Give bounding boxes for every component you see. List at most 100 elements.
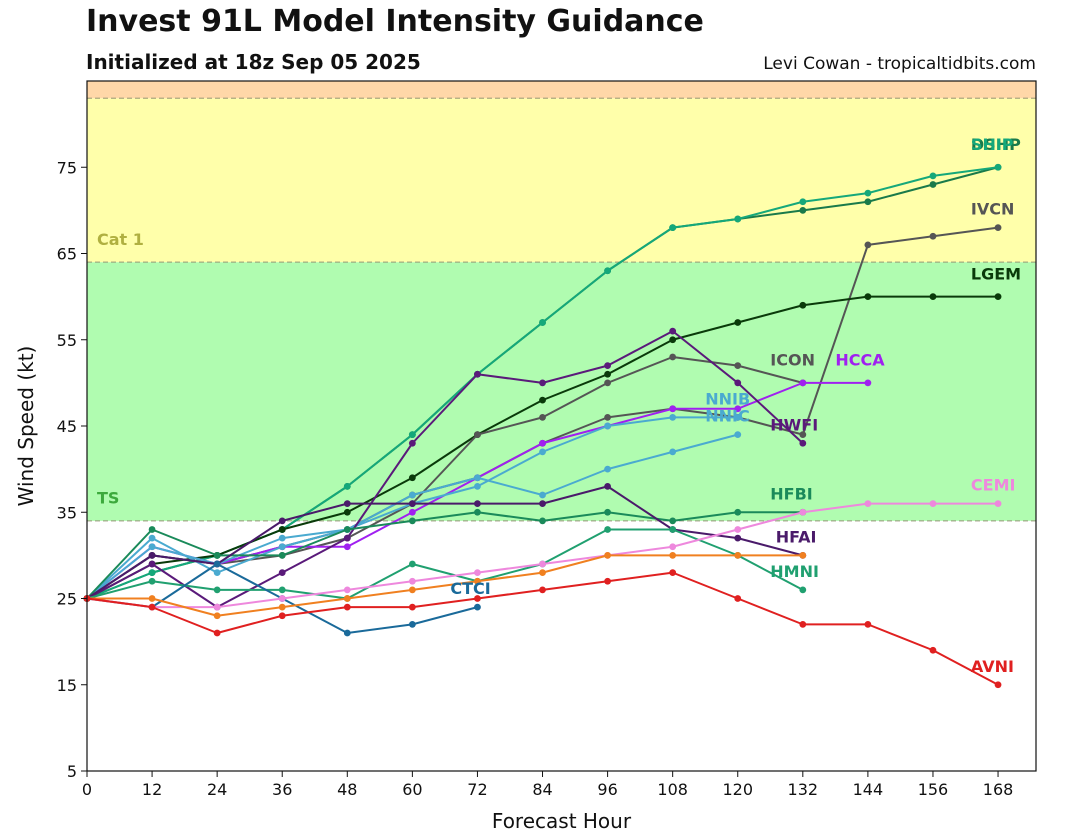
data-point bbox=[343, 500, 351, 508]
data-point bbox=[408, 500, 416, 508]
series-label-hfai: HFAI bbox=[776, 527, 817, 546]
data-point bbox=[474, 595, 481, 602]
data-point bbox=[213, 569, 221, 577]
band-3 bbox=[87, 81, 1036, 99]
data-point bbox=[213, 612, 221, 620]
y-tick-label: 45 bbox=[57, 417, 77, 436]
data-point bbox=[799, 586, 807, 594]
x-tick-label: 72 bbox=[467, 780, 487, 799]
data-point bbox=[539, 560, 546, 568]
data-point bbox=[929, 646, 937, 654]
data-point bbox=[604, 267, 611, 275]
series-label-cemi: CEMI bbox=[971, 476, 1016, 495]
data-point bbox=[864, 293, 872, 301]
x-tick-label: 108 bbox=[657, 780, 688, 799]
data-point bbox=[278, 517, 286, 525]
data-point bbox=[408, 508, 416, 516]
x-tick-label: 144 bbox=[853, 780, 884, 799]
data-point bbox=[669, 517, 677, 525]
data-point bbox=[148, 526, 156, 533]
series-label-ctci: CTCI bbox=[450, 579, 490, 598]
data-point bbox=[669, 327, 677, 335]
series-line-hfai bbox=[86, 485, 804, 600]
chart-credit: Levi Cowan - tropicaltidbits.com bbox=[763, 54, 1036, 74]
data-point bbox=[929, 500, 937, 508]
data-point bbox=[278, 612, 286, 620]
data-point bbox=[994, 500, 1002, 508]
data-point bbox=[864, 241, 872, 249]
series-label-icon: ICON bbox=[770, 351, 815, 370]
x-tick-label: 24 bbox=[207, 780, 227, 799]
data-point bbox=[213, 551, 221, 559]
data-point bbox=[343, 534, 351, 542]
data-point bbox=[148, 603, 156, 611]
data-point bbox=[734, 595, 742, 602]
data-point bbox=[474, 603, 481, 611]
chart-subtitle: Initialized at 18z Sep 05 2025 bbox=[86, 50, 421, 74]
data-point bbox=[604, 379, 611, 387]
data-point bbox=[734, 413, 742, 421]
x-tick-label: 168 bbox=[983, 780, 1014, 799]
data-point bbox=[734, 534, 742, 542]
x-tick-label: 60 bbox=[402, 780, 422, 799]
data-point bbox=[799, 198, 807, 206]
data-point bbox=[929, 293, 937, 301]
data-point bbox=[474, 431, 481, 439]
data-point bbox=[669, 526, 677, 533]
data-point bbox=[669, 336, 677, 344]
data-point bbox=[604, 551, 611, 559]
data-point bbox=[408, 620, 416, 628]
band-1 bbox=[87, 262, 1036, 521]
data-point bbox=[604, 465, 611, 473]
data-point bbox=[408, 431, 416, 439]
data-point bbox=[669, 413, 677, 421]
data-point bbox=[539, 586, 546, 594]
x-tick-label: 96 bbox=[597, 780, 617, 799]
data-point bbox=[734, 319, 742, 326]
data-point bbox=[343, 482, 351, 490]
data-point bbox=[343, 629, 351, 637]
chart-title: Invest 91L Model Intensity Guidance bbox=[86, 4, 704, 39]
data-point bbox=[474, 508, 481, 516]
data-point bbox=[408, 439, 416, 447]
data-point bbox=[734, 215, 742, 223]
x-tick-label: 36 bbox=[272, 780, 292, 799]
data-point bbox=[278, 526, 286, 533]
data-point bbox=[278, 534, 286, 542]
band-2 bbox=[87, 98, 1036, 263]
data-point bbox=[734, 551, 742, 559]
x-tick-label: 84 bbox=[532, 780, 552, 799]
data-point bbox=[408, 586, 416, 594]
data-point bbox=[799, 551, 807, 559]
data-point bbox=[148, 560, 156, 568]
data-point bbox=[539, 491, 546, 499]
data-point bbox=[929, 172, 937, 180]
y-tick-label: 35 bbox=[57, 503, 77, 522]
data-point bbox=[408, 577, 416, 585]
band-label-1: TS bbox=[97, 489, 119, 508]
data-point bbox=[474, 474, 481, 482]
data-point bbox=[539, 569, 546, 577]
data-point bbox=[278, 569, 286, 577]
x-tick-label: 48 bbox=[337, 780, 357, 799]
data-point bbox=[669, 224, 677, 232]
data-point bbox=[539, 517, 546, 525]
data-point bbox=[604, 413, 611, 421]
y-tick-label: 55 bbox=[57, 331, 77, 350]
y-tick-label: 5 bbox=[67, 762, 77, 781]
data-point bbox=[539, 448, 546, 456]
data-point bbox=[734, 379, 742, 387]
data-point bbox=[864, 500, 872, 508]
data-point bbox=[278, 586, 286, 594]
data-point bbox=[148, 577, 156, 585]
data-point bbox=[734, 405, 742, 413]
data-point bbox=[343, 508, 351, 516]
data-point bbox=[343, 595, 351, 602]
data-point bbox=[213, 586, 221, 594]
data-point bbox=[734, 526, 742, 533]
data-point bbox=[148, 534, 156, 542]
data-point bbox=[278, 603, 286, 611]
data-point bbox=[408, 517, 416, 525]
intensity-bands: TS Cat 1 bbox=[87, 81, 1036, 771]
